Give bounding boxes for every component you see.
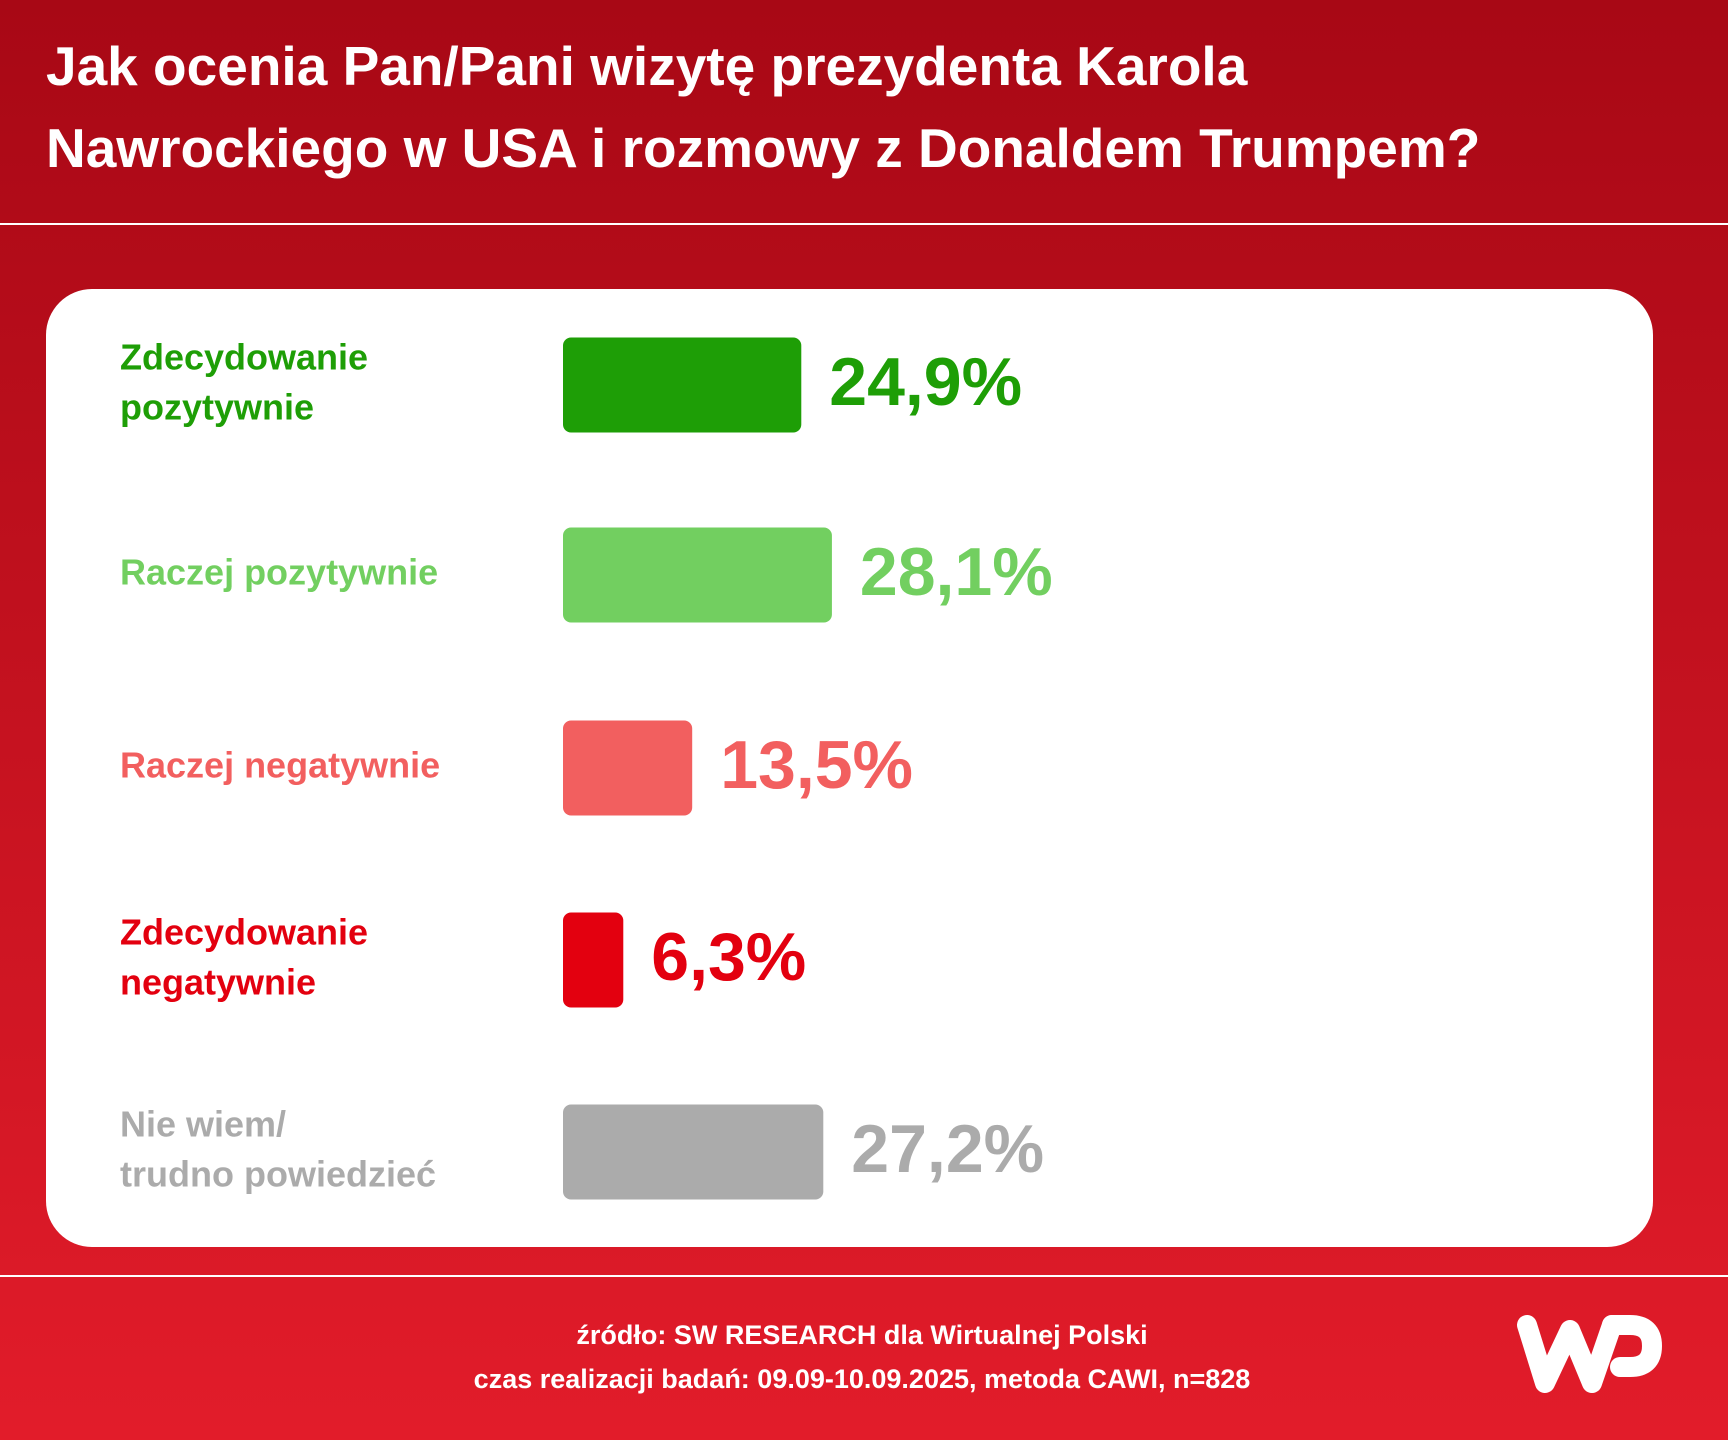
value-label: 28,1%	[860, 534, 1053, 610]
value-label: 6,3%	[651, 919, 806, 995]
bar	[563, 337, 802, 433]
value-label: 13,5%	[720, 727, 913, 803]
category-label: Nie wiem/	[120, 1104, 286, 1145]
source-note: czas realizacji badań: 09.09-10.09.2025,…	[474, 1364, 1251, 1394]
card	[46, 289, 1653, 1247]
category-label: Raczej pozytywnie	[120, 552, 438, 593]
title-line: Nawrockiego w USA i rozmowy z Donaldem T…	[46, 117, 1480, 179]
bar	[563, 1104, 824, 1200]
logo	[1517, 1315, 1662, 1393]
source-note: źródło: SW RESEARCH dla Wirtualnej Polsk…	[576, 1320, 1147, 1350]
value-label: 27,2%	[851, 1111, 1044, 1187]
category-label: Zdecydowanie	[120, 912, 368, 953]
logo-w	[1517, 1315, 1622, 1393]
bar	[563, 912, 624, 1008]
category-label: Raczej negatywnie	[120, 745, 440, 786]
category-label: pozytywnie	[120, 387, 314, 428]
bar	[563, 720, 693, 816]
title-line: Jak ocenia Pan/Pani wizytę prezydenta Ka…	[46, 35, 1248, 97]
bar	[563, 527, 832, 623]
logo-p	[1602, 1315, 1662, 1377]
category-label: negatywnie	[120, 962, 316, 1003]
category-label: trudno powiedzieć	[120, 1154, 436, 1195]
value-label: 24,9%	[829, 344, 1022, 420]
chart-title: Jak ocenia Pan/Pani wizytę prezydenta Ka…	[46, 35, 1480, 179]
category-label: Zdecydowanie	[120, 337, 368, 378]
